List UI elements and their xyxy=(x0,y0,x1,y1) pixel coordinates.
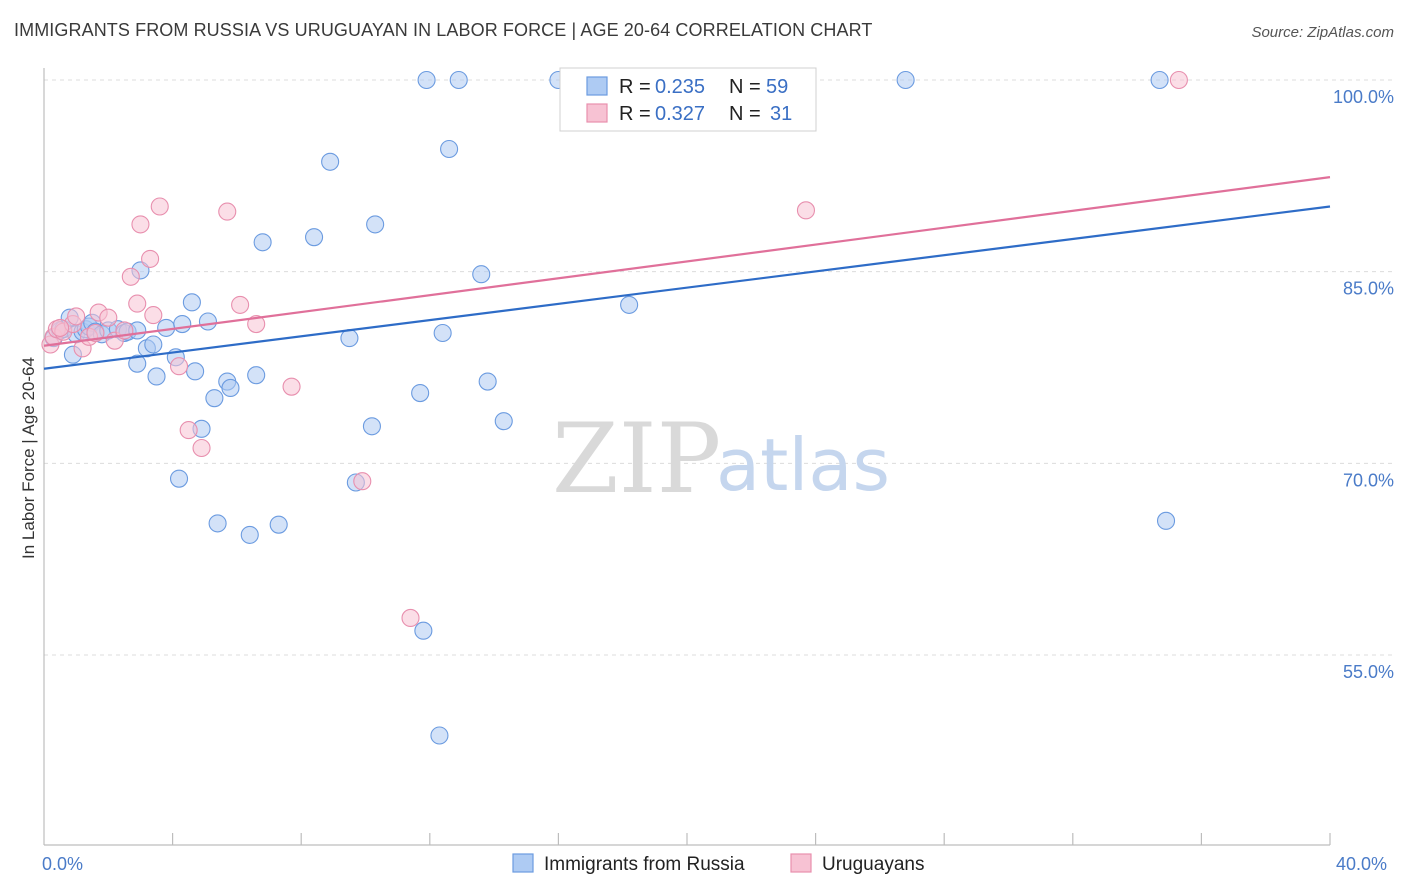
russia-point-44 xyxy=(411,384,430,403)
uruguayans-point-20 xyxy=(179,421,198,440)
uruguayans-point-23 xyxy=(231,295,250,314)
uruguayans-point-30 xyxy=(51,318,70,337)
series-legend: Immigrants from Russia Uruguayans xyxy=(512,853,924,875)
russia-point-25 xyxy=(173,315,192,334)
russia-point-48 xyxy=(433,323,452,343)
uruguayans-point-29 xyxy=(1169,70,1188,90)
russia-point-50 xyxy=(449,70,468,90)
russia-point-37 xyxy=(269,515,288,534)
gridlines xyxy=(44,79,1394,656)
y-tick-label-85: 85.0% xyxy=(1343,279,1394,299)
y-tick-labels: 55.0% 70.0% 85.0% 100.0% xyxy=(1333,87,1394,682)
uruguayans-point-21 xyxy=(192,438,211,458)
russia-point-49 xyxy=(440,139,459,159)
legend-r-label-uruguayans: R = xyxy=(619,103,651,125)
russia-point-47 xyxy=(430,726,449,745)
uruguayans-point-28 xyxy=(796,201,816,220)
russia-point-27 xyxy=(186,362,205,381)
uruguayans-point-19 xyxy=(169,357,189,376)
uruguayans-point-27 xyxy=(401,608,420,627)
y-axis-label: In Labor Force | Age 20-64 xyxy=(19,357,38,559)
bottom-legend-label-russia: Immigrants from Russia xyxy=(544,854,745,875)
y-tick-label-70: 70.0% xyxy=(1343,470,1394,490)
legend-swatch-uruguayans xyxy=(586,103,608,123)
russia-point-26 xyxy=(182,293,201,312)
russia-point-43 xyxy=(366,215,385,234)
watermark-atlas: atlas xyxy=(716,423,890,507)
russia-point-53 xyxy=(494,412,513,431)
legend-n-value-russia: 59 xyxy=(766,76,788,98)
russia-point-39 xyxy=(321,152,340,171)
russia-point-20 xyxy=(144,335,163,354)
uruguayans-point-14 xyxy=(128,294,147,313)
legend-r-label-russia: R = xyxy=(619,76,651,98)
russia-point-51 xyxy=(472,265,491,284)
russia-point-36 xyxy=(253,233,272,252)
russia-point-58 xyxy=(1150,70,1169,90)
y-tick-label-100: 100.0% xyxy=(1333,87,1394,107)
uruguayans-point-22 xyxy=(218,202,237,221)
russia-point-21 xyxy=(147,367,166,386)
uruguayans-point-24 xyxy=(247,315,266,334)
uruguayans-point-10 xyxy=(99,308,118,327)
x-tick-label-max: 40.0% xyxy=(1336,854,1387,874)
legend-r-value-uruguayans: 0.327 xyxy=(655,103,705,125)
uruguayans-point-15 xyxy=(131,215,150,234)
source-label: Source: ZipAtlas.com xyxy=(1251,24,1394,41)
uruguayans-point-8 xyxy=(86,323,105,343)
russia-point-33 xyxy=(221,378,240,397)
russia-point-40 xyxy=(340,329,359,348)
russia-point-38 xyxy=(305,228,324,247)
russia-point-31 xyxy=(208,514,227,533)
trendline-uruguayans xyxy=(43,176,1331,347)
bottom-legend-label-uruguayans: Uruguayans xyxy=(822,854,924,875)
russia-point-17 xyxy=(128,354,147,373)
uruguayans-point-25 xyxy=(282,377,301,396)
uruguayans-point-26 xyxy=(353,472,372,491)
legend-n-label-russia: N = xyxy=(729,76,761,98)
uruguayans-point-13 xyxy=(121,267,140,286)
legend-r-value-russia: 0.235 xyxy=(655,76,705,98)
uruguayans-point-17 xyxy=(144,306,163,325)
watermark-zip: ZIP xyxy=(552,403,721,515)
russia-point-34 xyxy=(240,525,259,544)
x-tick-label-min: 0.0% xyxy=(42,854,83,874)
russia-point-29 xyxy=(198,312,218,331)
legend-n-value-uruguayans: 31 xyxy=(770,103,792,125)
trendline-russia xyxy=(43,205,1331,370)
legend-n-label-uruguayans: N = xyxy=(729,103,761,125)
russia-point-52 xyxy=(478,372,497,391)
correlation-legend: R = 0.235 N = 59 R = 0.327 N = 31 xyxy=(559,67,817,132)
russia-point-30 xyxy=(205,389,224,408)
x-tick-marks xyxy=(172,833,1331,845)
series-uruguayans-points xyxy=(41,70,1188,627)
russia-point-42 xyxy=(362,417,381,436)
russia-point-56 xyxy=(620,295,639,314)
bottom-legend-swatch-russia xyxy=(512,853,534,873)
chart-title: IMMIGRANTS FROM RUSSIA VS URUGUAYAN IN L… xyxy=(14,20,873,40)
russia-point-35 xyxy=(247,366,266,385)
uruguayans-point-18 xyxy=(150,197,169,216)
russia-point-59 xyxy=(1156,511,1176,530)
russia-point-46 xyxy=(417,70,436,90)
uruguayans-point-16 xyxy=(141,249,160,268)
russia-point-57 xyxy=(896,70,915,90)
russia-point-24 xyxy=(169,469,189,488)
bottom-legend-swatch-uruguayans xyxy=(790,853,812,873)
legend-swatch-russia xyxy=(586,76,608,96)
uruguayans-point-5 xyxy=(67,307,86,326)
y-tick-label-55: 55.0% xyxy=(1343,662,1394,682)
russia-point-45 xyxy=(414,621,433,640)
